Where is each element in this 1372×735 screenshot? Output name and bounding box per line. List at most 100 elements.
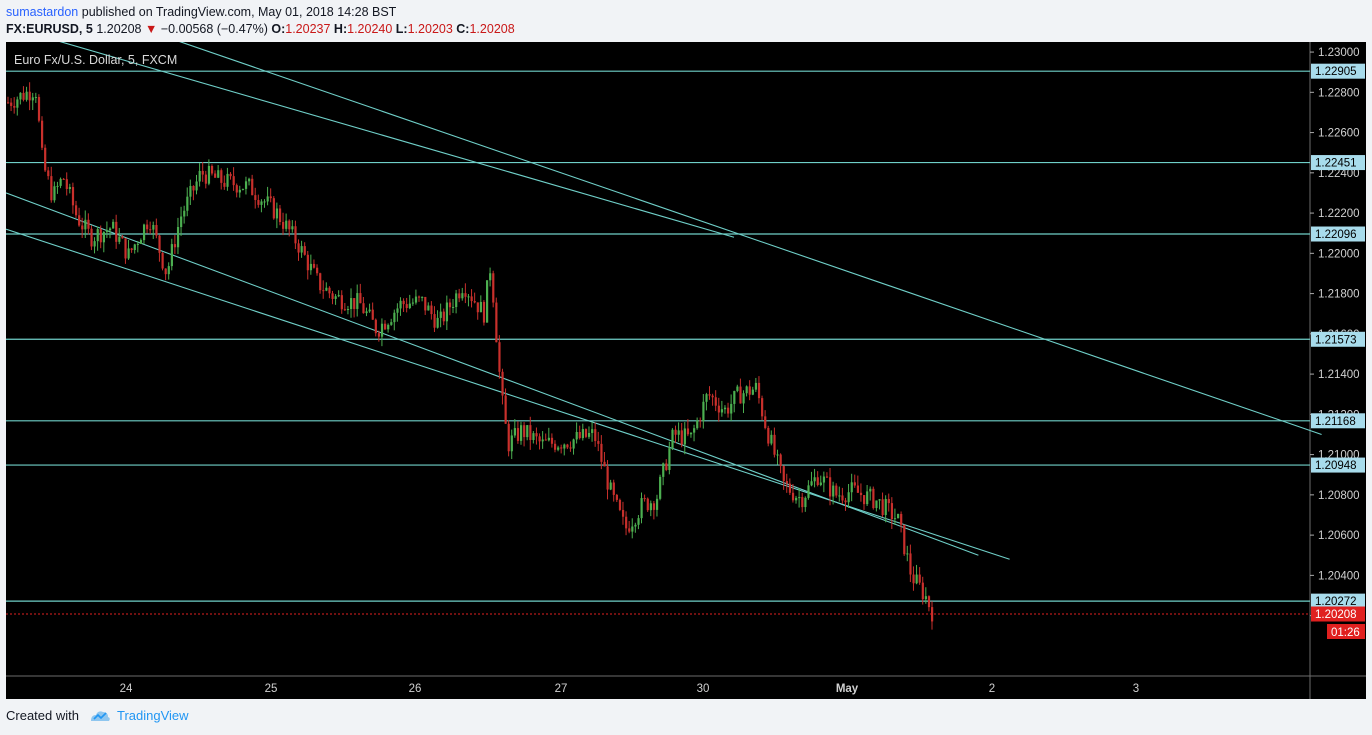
candle-body: [538, 436, 541, 442]
candle-body: [282, 221, 285, 229]
candle-body: [495, 302, 498, 343]
plot-background: [6, 42, 1310, 676]
candle-body: [897, 513, 900, 519]
current-price-label: 1.20208: [1315, 609, 1357, 621]
x-tick-label: 24: [120, 683, 133, 695]
tradingview-brand-link[interactable]: TradingView: [116, 708, 189, 723]
x-tick-label: 27: [555, 683, 568, 695]
candle-body: [788, 483, 792, 493]
candle-body: [331, 293, 334, 299]
candle-body: [476, 302, 479, 313]
price-chart[interactable]: 1.23000 1.22800 1.22600 1.22400 1.22200 1.220…: [5, 31, 1366, 699]
candle-body: [628, 528, 631, 532]
candle-body: [306, 254, 309, 271]
level-price-label: 1.21573: [1315, 334, 1357, 346]
candle-body: [498, 342, 501, 372]
candle-body: [300, 246, 303, 253]
candle-body: [563, 444, 566, 449]
candle-body: [683, 428, 686, 445]
candle-body: [665, 463, 668, 470]
candle-body: [878, 499, 881, 501]
candle-body: [272, 198, 275, 219]
candle-body: [241, 188, 245, 190]
candle-body: [350, 298, 353, 310]
candle-body: [232, 176, 235, 186]
candle-body: [201, 170, 204, 175]
candle-body: [903, 524, 906, 555]
candle-body: [693, 428, 696, 433]
candle-body: [850, 482, 853, 493]
candle-body: [770, 434, 773, 444]
level-price-tag: [1311, 63, 1365, 79]
candle-body: [727, 407, 730, 414]
candle-body: [173, 244, 177, 248]
candle-body: [430, 305, 433, 315]
candle-body: [62, 178, 65, 180]
candle-body: [677, 430, 680, 435]
low-label: L:: [395, 22, 408, 36]
chart-container[interactable]: 1.23000 1.22800 1.22600 1.22400 1.22200 1.220…: [5, 31, 1366, 699]
candle-body: [600, 443, 603, 462]
candle-body: [13, 105, 16, 108]
candle-body: [838, 495, 841, 497]
candle-body: [244, 181, 248, 189]
candle-body: [28, 91, 31, 101]
candle-body: [133, 244, 136, 251]
candle-body: [442, 311, 445, 322]
candle-body: [504, 395, 507, 424]
candle-body: [523, 425, 526, 438]
candle-body: [337, 295, 340, 297]
y-tick-label: 1.22200: [1318, 208, 1360, 220]
candle-body: [263, 201, 266, 203]
close-value: 1.20208: [469, 22, 515, 36]
candle-body: [195, 181, 198, 191]
candle-body: [751, 389, 754, 395]
candle-body: [414, 296, 418, 303]
candle-body: [149, 229, 152, 231]
candle-body: [659, 476, 662, 499]
candle-body: [257, 199, 260, 205]
candle-body: [424, 296, 427, 311]
horizontal-levels-group: 1.22905 1.22451 1.22096 1.21573 1.21168 1.209…: [6, 63, 1365, 609]
candle-body: [112, 221, 115, 229]
y-tick-label: 1.22400: [1318, 168, 1360, 180]
candle-body: [927, 596, 931, 608]
candle-body: [291, 226, 294, 230]
candle-body: [207, 165, 211, 184]
candle-body: [87, 219, 90, 229]
candle-body: [529, 425, 532, 441]
candle-body: [869, 488, 872, 492]
candle-body: [893, 518, 897, 520]
candle-body: [74, 205, 78, 216]
candle-body: [288, 220, 291, 230]
last-price: 1.20208: [96, 22, 142, 36]
candle-body: [547, 437, 551, 441]
candle-body: [81, 225, 84, 230]
candle-body: [411, 302, 415, 304]
candle-body: [785, 481, 788, 484]
candle-body: [142, 224, 146, 241]
candle-body: [294, 226, 297, 244]
candle-body: [44, 147, 47, 171]
candle-body: [696, 420, 699, 429]
candle-body: [421, 296, 424, 298]
candle-body: [541, 439, 544, 442]
candle-body: [866, 491, 869, 505]
candle-body: [649, 503, 652, 511]
candle-body: [217, 170, 220, 178]
candle-body: [782, 466, 785, 482]
level-price-tag: [1311, 413, 1365, 429]
author-link[interactable]: sumastardon: [6, 5, 79, 19]
candle-body: [813, 477, 816, 482]
candle-body: [835, 485, 838, 496]
candle-body: [829, 477, 832, 497]
candle-body: [118, 236, 121, 242]
candle-body: [501, 371, 504, 396]
candle-body: [59, 178, 62, 186]
candle-body: [362, 303, 365, 314]
candle-body: [359, 293, 362, 304]
current-price-group: 1.20208 01:26: [6, 606, 1365, 640]
candle-body: [473, 301, 476, 303]
level-price-tag: [1311, 457, 1365, 473]
channel-line: [151, 31, 1322, 435]
